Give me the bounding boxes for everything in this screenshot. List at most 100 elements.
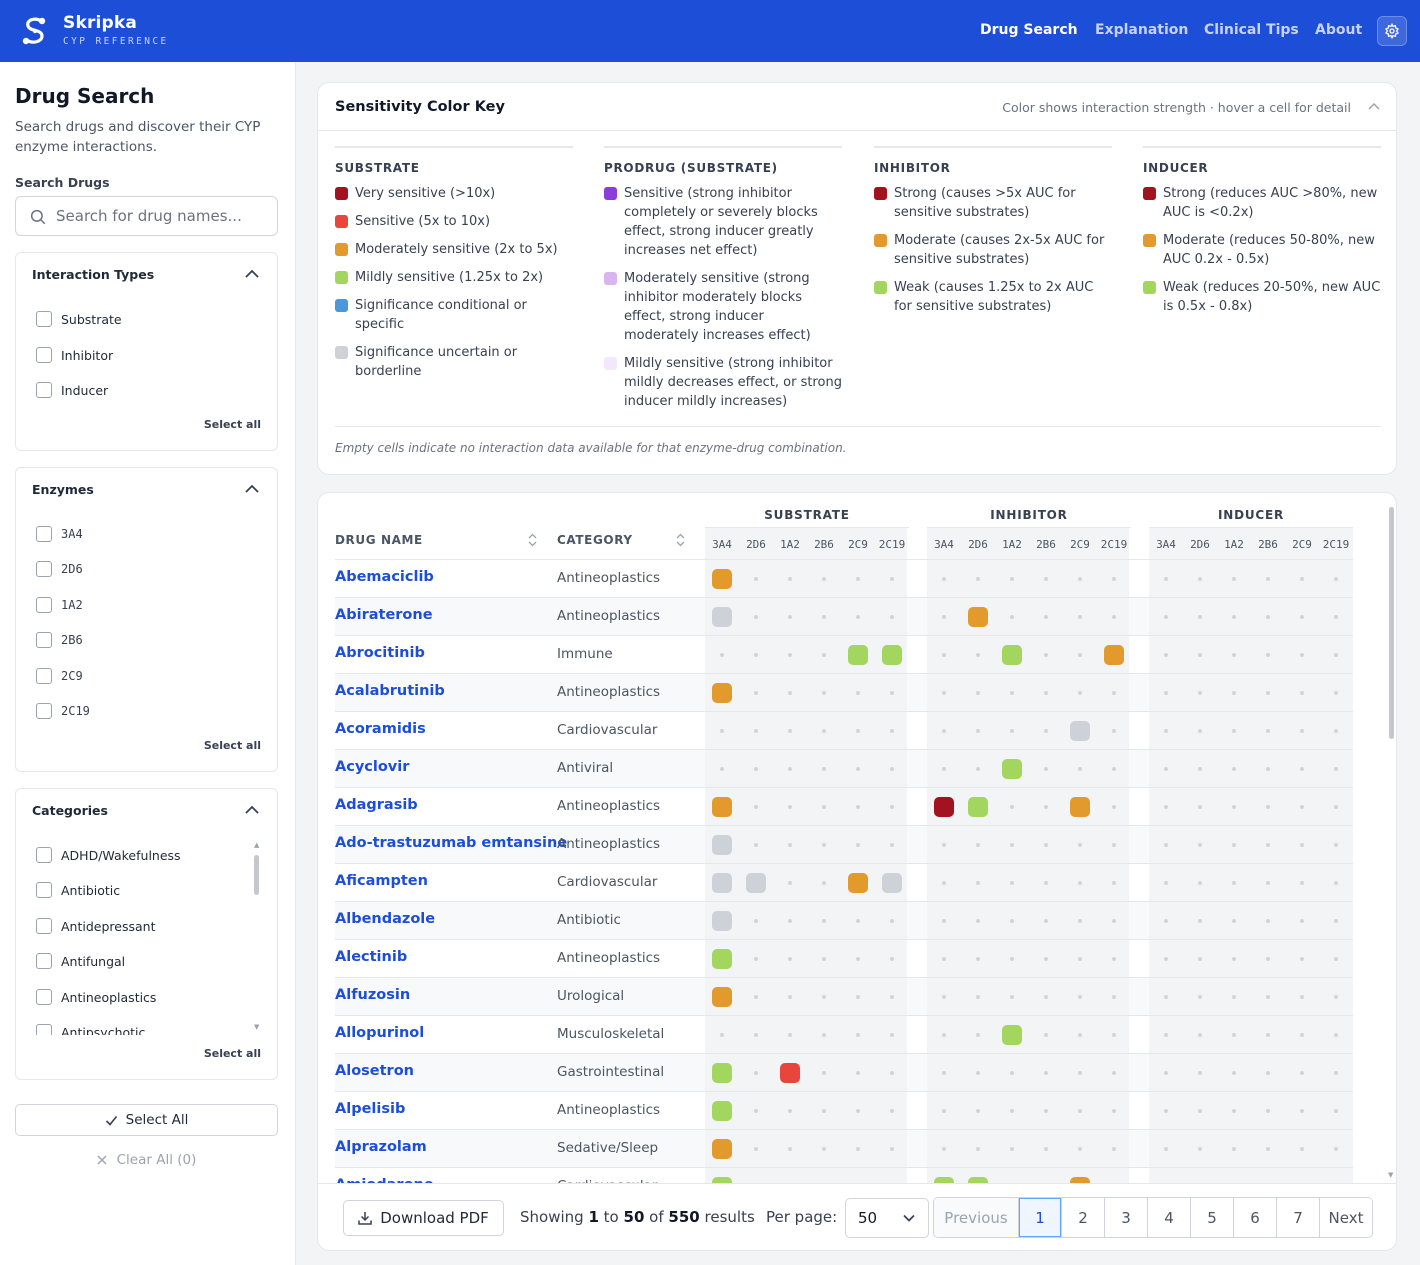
interaction-marker[interactable] bbox=[848, 645, 868, 665]
interaction-cell-substrate-3a4[interactable] bbox=[705, 788, 739, 826]
checkbox-category-antifungal[interactable]: Antifungal bbox=[36, 952, 125, 970]
interaction-cell-inhibitor-2c9[interactable] bbox=[1063, 788, 1097, 826]
table-row[interactable]: Alosetron Gastrointestinal bbox=[335, 1054, 1353, 1092]
legend-header[interactable]: Sensitivity Color Key Color shows intera… bbox=[318, 83, 1396, 131]
interaction-marker[interactable] bbox=[848, 873, 868, 893]
interaction-cell-substrate-3a4[interactable] bbox=[705, 940, 739, 978]
table-row[interactable]: Alectinib Antineoplastics bbox=[335, 940, 1353, 978]
pagination-page-7[interactable]: 7 bbox=[1276, 1198, 1319, 1237]
sort-icon[interactable] bbox=[528, 533, 537, 547]
interaction-marker[interactable] bbox=[712, 569, 732, 589]
table-row[interactable]: Abrocitinib Immune bbox=[335, 636, 1353, 674]
table-row[interactable]: Alprazolam Sedative/Sleep bbox=[335, 1130, 1353, 1168]
drug-name-link[interactable]: Acalabrutinib bbox=[335, 683, 445, 699]
table-row[interactable]: Alpelisib Antineoplastics bbox=[335, 1092, 1353, 1130]
checkbox-category-antidepressant[interactable]: Antidepressant bbox=[36, 917, 155, 935]
enzymes-select-all[interactable]: Select all bbox=[203, 739, 261, 752]
interaction-cell-inhibitor-2c9[interactable] bbox=[1063, 1168, 1097, 1183]
checkbox-box[interactable] bbox=[36, 632, 52, 648]
interaction-cell-substrate-3a4[interactable] bbox=[705, 560, 739, 598]
interaction-marker[interactable] bbox=[968, 1177, 988, 1183]
drug-name-link[interactable]: Aficampten bbox=[335, 873, 428, 889]
interaction-cell-substrate-3a4[interactable] bbox=[705, 902, 739, 940]
interaction-marker[interactable] bbox=[746, 873, 766, 893]
interaction-cell-substrate-3a4[interactable] bbox=[705, 1054, 739, 1092]
interaction-cell-inhibitor-3a4[interactable] bbox=[927, 788, 961, 826]
drug-name-link[interactable]: Alosetron bbox=[335, 1063, 414, 1079]
interaction-marker[interactable] bbox=[712, 683, 732, 703]
checkbox-box[interactable] bbox=[36, 953, 52, 969]
interaction-cell-substrate-2c19[interactable] bbox=[875, 636, 909, 674]
interaction-cell-substrate-3a4[interactable] bbox=[705, 1168, 739, 1183]
interaction-marker[interactable] bbox=[712, 1063, 732, 1083]
checkbox-box[interactable] bbox=[36, 703, 52, 719]
interaction-marker[interactable] bbox=[1002, 645, 1022, 665]
checkbox-box[interactable] bbox=[36, 882, 52, 898]
interaction-marker[interactable] bbox=[712, 1139, 732, 1159]
drug-name-link[interactable]: Alprazolam bbox=[335, 1139, 427, 1155]
interaction-cell-inhibitor-3a4[interactable] bbox=[927, 1168, 961, 1183]
interaction-marker[interactable] bbox=[1104, 645, 1124, 665]
nav-explanation[interactable]: Explanation bbox=[1095, 22, 1189, 38]
interaction-cell-substrate-2d6[interactable] bbox=[739, 864, 773, 902]
interaction-cell-substrate-3a4[interactable] bbox=[705, 598, 739, 636]
drug-name-link[interactable]: Allopurinol bbox=[335, 1025, 425, 1041]
checkbox-enzyme-1a2[interactable]: 1A2 bbox=[36, 596, 83, 614]
interaction-cell-substrate-3a4[interactable] bbox=[705, 978, 739, 1016]
sort-icon[interactable] bbox=[676, 533, 685, 547]
chevron-up-icon[interactable] bbox=[245, 269, 259, 278]
table-row[interactable]: Aficampten Cardiovascular bbox=[335, 864, 1353, 902]
checkbox-inhibitor[interactable]: Inhibitor bbox=[36, 346, 113, 364]
interaction-cell-substrate-1a2[interactable] bbox=[773, 1054, 807, 1092]
table-row[interactable]: Ado-trastuzumab emtansine Antineoplastics bbox=[335, 826, 1353, 864]
checkbox-box[interactable] bbox=[36, 597, 52, 613]
pagination-next-button[interactable]: Next bbox=[1319, 1198, 1372, 1237]
drug-name-link[interactable]: Acyclovir bbox=[335, 759, 410, 775]
interaction-marker[interactable] bbox=[712, 1177, 732, 1183]
interaction-cell-inhibitor-2d6[interactable] bbox=[961, 598, 995, 636]
interaction-marker[interactable] bbox=[934, 797, 954, 817]
select-all-button[interactable]: Select All bbox=[15, 1104, 278, 1136]
interaction-cell-substrate-2c19[interactable] bbox=[875, 864, 909, 902]
checkbox-enzyme-2d6[interactable]: 2D6 bbox=[36, 560, 83, 578]
drug-name-link[interactable]: Alfuzosin bbox=[335, 987, 411, 1003]
interaction-marker[interactable] bbox=[712, 987, 732, 1007]
interaction-cell-inhibitor-1a2[interactable] bbox=[995, 750, 1029, 788]
drug-name-link[interactable]: Abiraterone bbox=[335, 607, 433, 623]
drug-name-link[interactable]: Albendazole bbox=[335, 911, 436, 927]
pagination-page-6[interactable]: 6 bbox=[1233, 1198, 1276, 1237]
drug-name-link[interactable]: Amiodarone bbox=[335, 1177, 434, 1183]
checkbox-enzyme-3a4[interactable]: 3A4 bbox=[36, 525, 83, 543]
interaction-cell-substrate-2c9[interactable] bbox=[841, 864, 875, 902]
checkbox-box[interactable] bbox=[36, 847, 52, 863]
checkbox-category-antipsychotic[interactable]: Antipsychotic bbox=[36, 1023, 145, 1035]
nav-clinical-tips[interactable]: Clinical Tips bbox=[1204, 22, 1299, 38]
checkbox-box[interactable] bbox=[36, 989, 52, 1005]
pagination-previous-button[interactable]: Previous bbox=[934, 1198, 1018, 1237]
table-row[interactable]: Abiraterone Antineoplastics bbox=[335, 598, 1353, 636]
drug-name-link[interactable]: Alpelisib bbox=[335, 1101, 406, 1117]
scroll-up-arrow-icon[interactable]: ▲ bbox=[254, 841, 260, 849]
drug-name-link[interactable]: Acoramidis bbox=[335, 721, 426, 737]
interaction-marker[interactable] bbox=[712, 949, 732, 969]
scroll-down-arrow-icon[interactable]: ▼ bbox=[254, 1023, 260, 1031]
checkbox-box[interactable] bbox=[36, 668, 52, 684]
interaction-marker[interactable] bbox=[1070, 721, 1090, 741]
column-header-drug-name[interactable]: DRUG NAME bbox=[335, 533, 423, 547]
interaction-marker[interactable] bbox=[1002, 759, 1022, 779]
settings-button[interactable] bbox=[1377, 16, 1407, 46]
drug-name-link[interactable]: Adagrasib bbox=[335, 797, 418, 813]
interaction-marker[interactable] bbox=[882, 645, 902, 665]
interaction-cell-substrate-3a4[interactable] bbox=[705, 826, 739, 864]
per-page-select[interactable]: 50 bbox=[845, 1198, 929, 1238]
checkbox-inducer[interactable]: Inducer bbox=[36, 381, 108, 399]
download-pdf-button[interactable]: Download PDF bbox=[343, 1200, 504, 1236]
table-row[interactable]: Amiodarone Cardiovascular bbox=[335, 1168, 1353, 1183]
table-row[interactable]: Adagrasib Antineoplastics bbox=[335, 788, 1353, 826]
categories-scrollbar-thumb[interactable] bbox=[254, 855, 259, 895]
checkbox-box[interactable] bbox=[36, 918, 52, 934]
interaction-marker[interactable] bbox=[934, 1177, 954, 1183]
checkbox-enzyme-2c19[interactable]: 2C19 bbox=[36, 702, 90, 720]
checkbox-box[interactable] bbox=[36, 311, 52, 327]
interaction-marker[interactable] bbox=[712, 911, 732, 931]
